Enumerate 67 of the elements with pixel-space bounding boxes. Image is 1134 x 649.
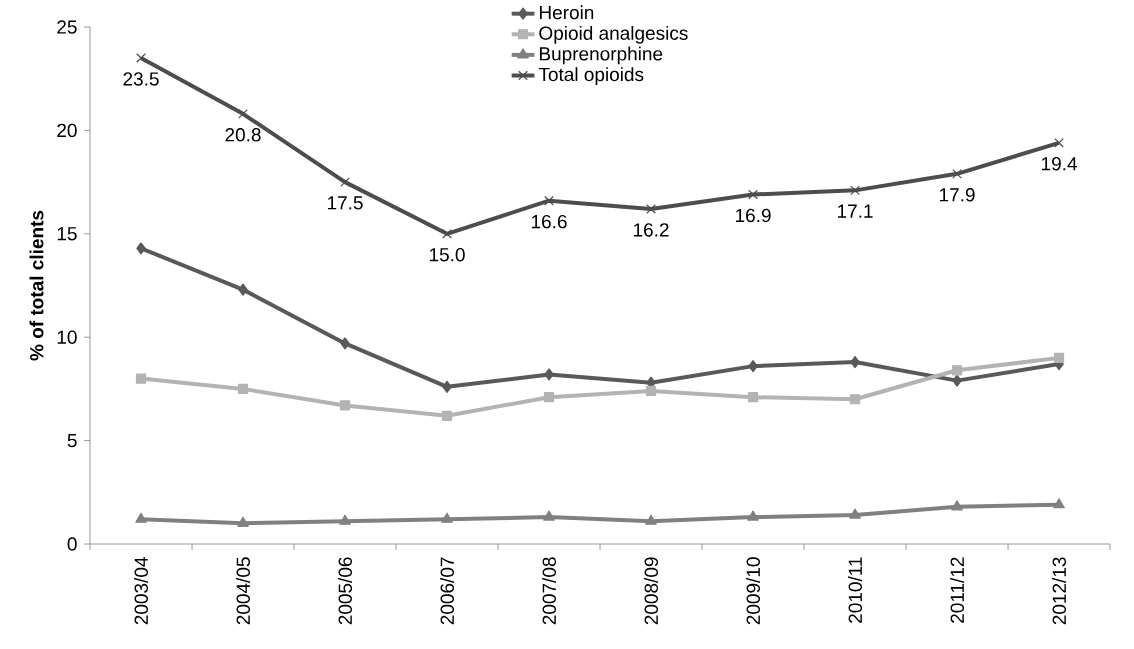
point bbox=[1053, 498, 1065, 509]
point bbox=[237, 383, 249, 394]
point bbox=[135, 512, 147, 523]
point bbox=[544, 368, 554, 381]
data-label: 17.5 bbox=[327, 196, 363, 210]
point bbox=[748, 189, 758, 200]
y-tick-label: 5 bbox=[67, 433, 77, 448]
legend-label: Total opioids bbox=[538, 67, 644, 85]
data-label: 16.6 bbox=[531, 214, 567, 229]
x-tick-label: 2010/11 bbox=[848, 557, 863, 623]
point bbox=[339, 400, 351, 411]
legend-label: Heroin bbox=[539, 5, 594, 20]
y-tick-label: 25 bbox=[57, 20, 77, 34]
point bbox=[747, 392, 759, 403]
point bbox=[543, 392, 555, 403]
point bbox=[544, 195, 554, 206]
y-tick-label: 15 bbox=[57, 227, 77, 241]
x-tick-label: 2012/13 bbox=[1052, 557, 1067, 625]
point bbox=[747, 510, 759, 521]
point bbox=[237, 516, 249, 527]
point bbox=[850, 185, 860, 196]
point bbox=[952, 374, 962, 387]
x-tick-label: 2011/12 bbox=[950, 557, 965, 623]
point bbox=[442, 228, 452, 239]
point bbox=[951, 365, 963, 376]
legend-label: Opioid analgesics bbox=[539, 25, 688, 44]
x-tick-label: 2007/08 bbox=[542, 557, 557, 625]
point bbox=[645, 514, 657, 525]
y-tick-label: 10 bbox=[57, 330, 77, 344]
point bbox=[136, 242, 146, 255]
point bbox=[952, 168, 962, 179]
point bbox=[748, 360, 758, 373]
point bbox=[135, 373, 147, 384]
data-label: 17.9 bbox=[940, 188, 975, 202]
point bbox=[849, 508, 861, 519]
data-label: 16.2 bbox=[633, 223, 669, 237]
y-axis-title: % of total clients bbox=[29, 210, 44, 361]
point bbox=[340, 337, 350, 350]
point bbox=[849, 394, 861, 405]
point bbox=[238, 283, 248, 296]
legend-label: Buprenorphine bbox=[539, 46, 663, 65]
point bbox=[339, 514, 351, 525]
x-tick-label: 2003/04 bbox=[134, 557, 148, 625]
x-tick-label: 2005/06 bbox=[338, 557, 352, 625]
data-label: 20.8 bbox=[225, 128, 261, 142]
x-tick-label: 2009/10 bbox=[746, 557, 761, 625]
x-tick-label: 2008/09 bbox=[644, 557, 659, 625]
data-label: 17.1 bbox=[838, 204, 873, 218]
point bbox=[543, 510, 555, 521]
point bbox=[442, 380, 452, 393]
point bbox=[951, 500, 963, 511]
data-label: 15.0 bbox=[429, 248, 465, 262]
point bbox=[441, 410, 453, 421]
point bbox=[646, 204, 656, 214]
point bbox=[441, 512, 453, 523]
y-tick-label: 20 bbox=[57, 123, 77, 138]
point bbox=[136, 53, 146, 63]
data-label: 16.9 bbox=[735, 208, 771, 223]
data-label: 19.4 bbox=[1042, 157, 1077, 171]
x-tick-label: 2004/05 bbox=[236, 557, 250, 625]
point bbox=[1053, 352, 1065, 363]
y-tick-label: 0 bbox=[67, 537, 77, 551]
x-tick-label: 2006/07 bbox=[440, 557, 454, 625]
point bbox=[1054, 137, 1064, 148]
point bbox=[850, 355, 860, 369]
point bbox=[645, 385, 657, 397]
data-label: 23.5 bbox=[123, 72, 159, 86]
